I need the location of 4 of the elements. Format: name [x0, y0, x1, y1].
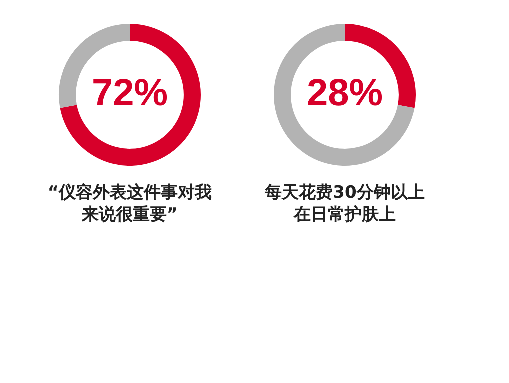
text: 每天花费30分钟以上在日常护肤上	[264, 182, 426, 226]
data-label: 28%	[306, 72, 384, 114]
text: “仪容外表这件事对我来说很重要”	[46, 182, 214, 226]
data-label: 72%	[92, 72, 168, 114]
